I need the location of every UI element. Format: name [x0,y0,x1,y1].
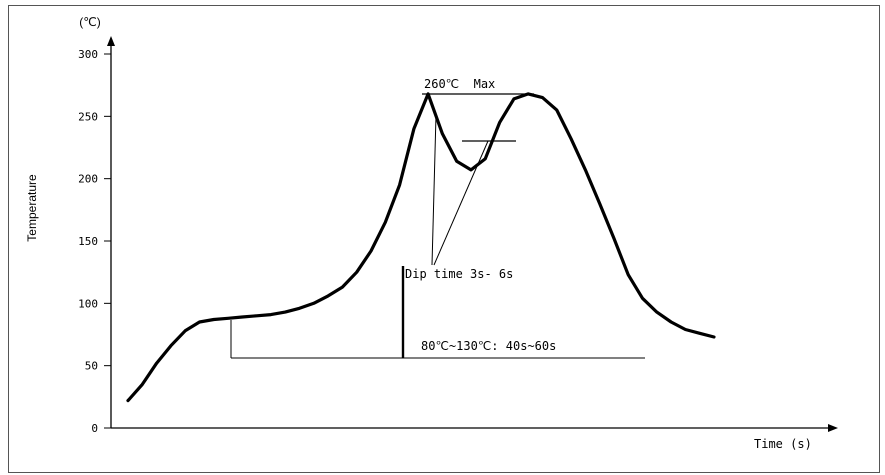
y-ticks: 0 50 100 150 200 250 300 [78,48,111,435]
dip-pointer-2 [433,140,489,266]
y-tick-label: 250 [78,110,98,123]
dip-time-label: Dip time 3s- 6s [405,267,513,281]
y-tick-label: 300 [78,48,98,61]
y-tick-label: 200 [78,173,98,186]
dip-pointer-1 [431,114,437,266]
y-tick-label: 100 [78,297,98,310]
y-tick-label: 0 [91,422,98,435]
y-axis-arrow [107,36,115,46]
max-temp-label: 260℃ Max [424,77,495,91]
y-tick-label: 50 [85,360,98,373]
y-unit-label: (℃) [79,15,100,29]
x-axis-arrow [828,424,838,432]
reflow-profile-curve [126,92,716,403]
y-axis-label: Temperature [25,174,39,242]
y-tick-label: 150 [78,235,98,248]
preheat-label: 80℃~130℃: 40s~60s [421,339,556,353]
chart-frame [8,5,880,473]
x-axis-label: Time (s) [754,437,812,451]
